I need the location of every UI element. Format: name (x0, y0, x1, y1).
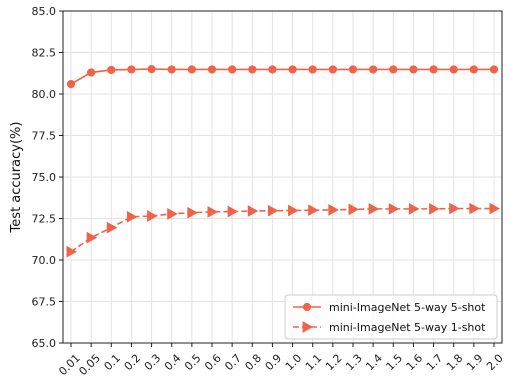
data-point (308, 65, 317, 74)
x-tick-label: 0.2 (122, 352, 144, 374)
data-point (469, 202, 480, 215)
data-point (489, 202, 501, 215)
data-point (167, 65, 176, 74)
x-tick-label: 1.0 (283, 352, 305, 374)
data-point (328, 65, 337, 74)
data-point (66, 245, 78, 258)
x-tick-label: 0.8 (242, 352, 264, 374)
data-point (228, 65, 237, 74)
data-point (308, 204, 319, 217)
data-point (87, 68, 96, 77)
data-point (207, 206, 219, 218)
series-1-shot (66, 202, 501, 258)
data-point (288, 65, 297, 74)
data-point (167, 208, 178, 220)
x-tick-label: 0.05 (76, 352, 103, 379)
data-point (207, 65, 217, 74)
data-point (368, 203, 380, 215)
y-tick-label: 80.0 (32, 88, 57, 101)
data-point (449, 202, 460, 215)
data-point (126, 210, 138, 223)
x-tick-label: 0.3 (142, 352, 164, 374)
data-point (389, 65, 398, 74)
data-point (369, 65, 378, 74)
legend-entries: mini-ImageNet 5-way 5-shot mini-ImageNet … (293, 301, 486, 334)
legend: mini-ImageNet 5-way 5-shot mini-ImageNet … (284, 294, 498, 340)
legend-marker (302, 321, 314, 333)
data-point (429, 65, 438, 74)
x-tick-label: 0.5 (182, 352, 204, 374)
data-point (348, 65, 358, 74)
legend-box (284, 294, 498, 340)
y-axis-label: Test accuracy(%) (9, 122, 24, 234)
data-point (86, 231, 98, 244)
x-tick-label: 0.01 (56, 352, 83, 379)
x-tick-label: 1.9 (464, 352, 486, 374)
legend-entry: mini-ImageNet 5-way 1-shot (293, 321, 486, 334)
data-point (248, 65, 257, 74)
legend-entry: mini-ImageNet 5-way 5-shot (293, 301, 486, 314)
data-point (409, 65, 418, 74)
data-point (147, 210, 158, 222)
data-point (66, 79, 76, 89)
data-point (288, 204, 299, 217)
x-tick-label: 1.7 (424, 352, 446, 374)
y-axis: 65.0 67.5 70.0 72.5 75.0 77.5 80.0 82.5 85.0 (32, 5, 63, 350)
legend-label: mini-ImageNet 5-way 5-shot (329, 301, 486, 314)
x-tick-label: 1.1 (303, 352, 325, 374)
data-point (489, 65, 499, 74)
data-point (147, 65, 156, 74)
data-point (187, 65, 196, 74)
data-point (247, 205, 259, 217)
x-tick-label: 0.4 (162, 352, 184, 374)
data-point (127, 65, 136, 74)
x-tick-label: 1.4 (363, 352, 385, 374)
series-group (66, 65, 501, 258)
data-point (227, 205, 239, 218)
y-tick-label: 82.5 (32, 47, 57, 60)
x-tick-label: 1.2 (323, 352, 345, 374)
y-tick-label: 65.0 (32, 337, 57, 350)
data-point (328, 204, 339, 216)
y-tick-label: 70.0 (32, 254, 57, 267)
data-point (187, 206, 198, 219)
x-tick-label: 0.7 (222, 352, 244, 374)
grid (63, 10, 502, 344)
legend-label: mini-ImageNet 5-way 1-shot (329, 321, 486, 334)
data-point (107, 65, 116, 75)
x-tick-label: 0.9 (263, 352, 285, 374)
data-point (268, 65, 277, 74)
series-line (70, 207, 494, 253)
series-5-shot (66, 65, 499, 89)
data-point (429, 203, 440, 215)
data-point (449, 65, 458, 74)
x-tick-label: 0.1 (101, 352, 123, 374)
y-tick-label: 67.5 (32, 296, 57, 309)
x-axis: 0.010.050.10.20.30.40.50.60.70.80.91.01.… (56, 343, 506, 378)
legend-marker (302, 302, 312, 312)
data-point (267, 204, 279, 217)
data-point (348, 203, 360, 216)
x-tick-label: 2.0 (484, 352, 506, 374)
data-point (388, 203, 400, 215)
series-line (70, 68, 494, 85)
x-tick-label: 1.5 (383, 352, 405, 374)
y-tick-label: 75.0 (32, 171, 57, 184)
y-tick-label: 72.5 (32, 213, 57, 226)
x-tick-label: 0.6 (202, 352, 224, 374)
data-point (469, 65, 478, 74)
y-tick-label: 77.5 (32, 130, 57, 143)
x-tick-label: 1.6 (404, 352, 426, 374)
x-tick-label: 1.8 (444, 352, 466, 374)
y-tick-label: 85.0 (32, 5, 57, 18)
x-tick-label: 1.3 (343, 352, 365, 374)
data-point (106, 221, 118, 234)
data-point (408, 203, 420, 215)
